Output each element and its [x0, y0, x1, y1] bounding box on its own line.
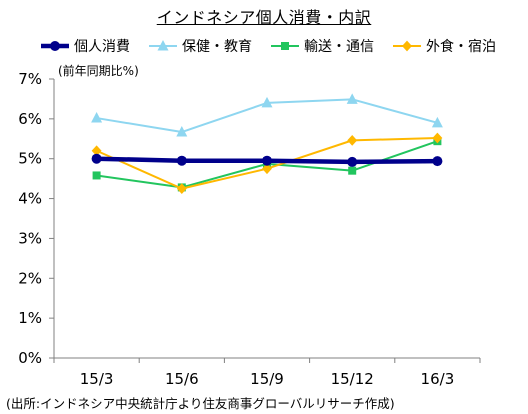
y-tick-label: 3% — [18, 229, 42, 247]
legend: 個人消費 保健・教育 輸送・通信 外食・宿泊 — [40, 35, 528, 57]
legend-swatch — [271, 42, 299, 50]
legend-label: 外食・宿泊 — [426, 39, 496, 55]
series-0-point — [347, 156, 358, 167]
chart-title: インドネシア個人消費・内訳 — [156, 8, 372, 27]
y-tick-label: 2% — [18, 269, 42, 287]
y-tick-label: 1% — [18, 309, 42, 327]
source-note: (出所:インドネシア中央統計庁より住友商事グローバルリサーチ作成) — [6, 396, 395, 411]
legend-swatch — [41, 41, 69, 51]
x-tick-label: 15/6 — [165, 370, 199, 388]
y-tick-label: 7% — [18, 70, 42, 88]
legend-marker — [402, 40, 412, 52]
series-1-point — [346, 93, 358, 104]
x-tick-label: 15/3 — [80, 370, 114, 388]
legend-label: 輸送・通信 — [304, 39, 374, 55]
series-3-point — [347, 134, 358, 146]
series-3-point — [91, 145, 102, 157]
legend-label: 個人消費 — [74, 39, 130, 55]
y-tick-label: 0% — [18, 349, 42, 367]
series-3-point — [432, 132, 443, 144]
y-tick-label: 5% — [18, 150, 42, 168]
series-2-point — [92, 171, 101, 180]
legend-marker — [50, 41, 60, 51]
legend-marker — [157, 40, 169, 51]
unit-label: (前年同期比%) — [58, 64, 139, 78]
legend-item: 個人消費 — [40, 36, 130, 56]
series-1-point — [431, 116, 443, 128]
legend-swatch — [149, 40, 177, 51]
legend-marker — [281, 42, 289, 50]
series-3-point — [262, 163, 272, 175]
x-tick-label: 15/9 — [250, 370, 284, 388]
legend-swatch — [393, 40, 421, 52]
series-2-point — [348, 166, 357, 175]
legend-item: 輸送・通信 — [270, 36, 374, 56]
series-0-point — [176, 155, 187, 166]
legend-label: 保健・教育 — [182, 39, 252, 55]
series-3-point — [176, 183, 187, 195]
series-1-point — [176, 126, 188, 137]
series-0-point — [262, 155, 272, 166]
y-tick-label: 4% — [18, 190, 42, 208]
series-0-point — [432, 156, 443, 167]
x-tick-label: 15/12 — [331, 370, 374, 388]
legend-item: 外食・宿泊 — [392, 36, 496, 56]
y-tick-label: 6% — [18, 110, 42, 128]
series-0-point — [91, 153, 102, 164]
series-1-point — [261, 96, 273, 108]
series-1-point — [91, 112, 103, 123]
x-tick-label: 16/3 — [421, 370, 455, 388]
legend-item: 保健・教育 — [148, 36, 252, 56]
